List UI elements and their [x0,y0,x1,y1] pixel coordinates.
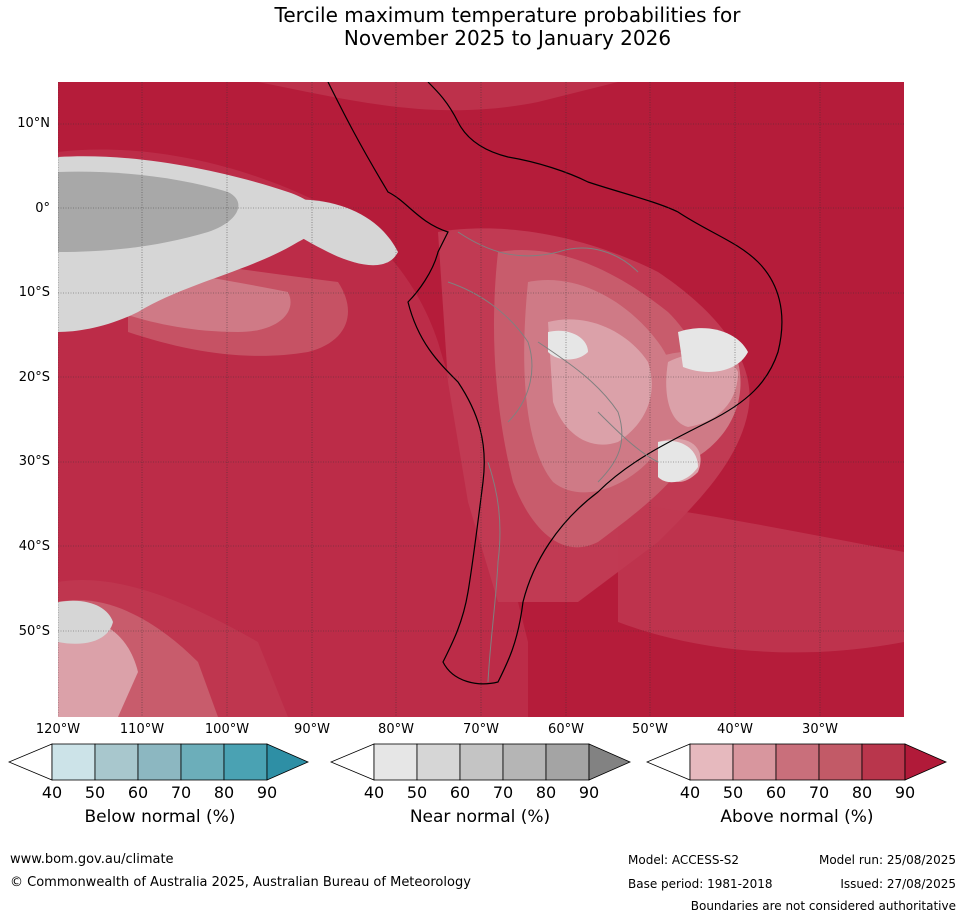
legend-near-swatch-2 [416,743,461,781]
legend-near-normal-bar [330,743,631,781]
legend-near-tick-60: 60 [449,783,471,802]
lon-label-120w: 120°W [35,722,81,737]
legend-below-tick-80: 80 [213,783,235,802]
lat-label-30s: 30°S [18,454,50,469]
legend-above-tick-40: 40 [679,783,701,802]
footer-issued: Issued: 27/08/2025 [840,877,956,891]
legend-below-swatch-4 [180,743,225,781]
legend-near-swatch-6 [588,743,631,781]
lat-label-10s: 10°S [18,285,50,300]
legend-below-title: Below normal (%) [84,807,236,827]
lat-label-20s: 20°S [18,370,50,385]
title-line-1: Tercile maximum temperature probabilitie… [274,3,741,27]
legend-above-normal-bar [646,743,947,781]
lon-label-80w: 80°W [378,722,414,737]
legend-below-swatch-5 [223,743,268,781]
legend-above-tick-70: 70 [808,783,830,802]
legend-below-swatch-0 [8,743,53,781]
legend-below-swatch-6 [266,743,309,781]
legend-near-title: Near normal (%) [409,807,551,827]
footer-model-run: Model run: 25/08/2025 [818,853,956,867]
legend-near-tick-70: 70 [492,783,514,802]
legend-near-tick-90: 90 [578,783,600,802]
legend-above-swatch-0 [646,743,691,781]
legend-near-tick-50: 50 [406,783,428,802]
legend-below-tick-70: 70 [170,783,192,802]
legend-below-tick-50: 50 [84,783,106,802]
lon-label-110w: 110°W [119,722,165,737]
chart-title: Tercile maximum temperature probabilitie… [0,4,965,50]
legend-below-normal-bar [8,743,309,781]
legend-below-tick-60: 60 [127,783,149,802]
lon-label-70w: 70°W [463,722,499,737]
lon-label-100w: 100°W [204,722,250,737]
legend-near-swatch-4 [502,743,547,781]
footer-copyright: © Commonwealth of Australia 2025, Austra… [10,875,471,890]
legend-above-title: Above normal (%) [720,807,874,827]
legend-above-tick-90: 90 [894,783,916,802]
footer-model: Model: ACCESS-S2 [628,853,740,867]
legend-above-swatch-3 [775,743,820,781]
lon-label-60w: 60°W [548,722,584,737]
title-line-2: November 2025 to January 2026 [343,26,672,50]
footer-base-period: Base period: 1981-2018 [628,877,773,891]
legend-below-swatch-3 [137,743,182,781]
legend-above-tick-80: 80 [851,783,873,802]
lon-label-90w: 90°W [294,722,330,737]
lon-label-50w: 50°W [632,722,668,737]
lat-label-0: 0° [35,201,50,216]
legend-above-swatch-6 [904,743,947,781]
legend-below-swatch-1 [51,743,96,781]
lat-label-40s: 40°S [18,539,50,554]
probability-map [58,82,904,717]
lon-label-40w: 40°W [717,722,753,737]
footer-website: www.bom.gov.au/climate [10,852,174,867]
legend-above-swatch-2 [732,743,777,781]
legend-near-tick-80: 80 [535,783,557,802]
legend-near-swatch-3 [459,743,504,781]
legend-near-swatch-0 [330,743,375,781]
legend-above-tick-50: 50 [722,783,744,802]
coastline [327,82,783,685]
legend-above-swatch-5 [861,743,906,781]
legend-near-swatch-1 [373,743,418,781]
lat-label-10n: 10°N [17,116,50,131]
legend-near-tick-40: 40 [363,783,385,802]
footer-disclaimer: Boundaries are not considered authoritat… [690,899,956,913]
lat-label-50s: 50°S [18,624,50,639]
lon-label-30w: 30°W [802,722,838,737]
legend-below-tick-90: 90 [256,783,278,802]
legend-above-tick-60: 60 [765,783,787,802]
legend-below-tick-40: 40 [41,783,63,802]
map-gridlines [58,82,904,717]
near-normal-zones [58,156,748,644]
legend-above-swatch-1 [689,743,734,781]
legend-above-swatch-4 [818,743,863,781]
legend-below-swatch-2 [94,743,139,781]
legend-near-swatch-5 [545,743,590,781]
